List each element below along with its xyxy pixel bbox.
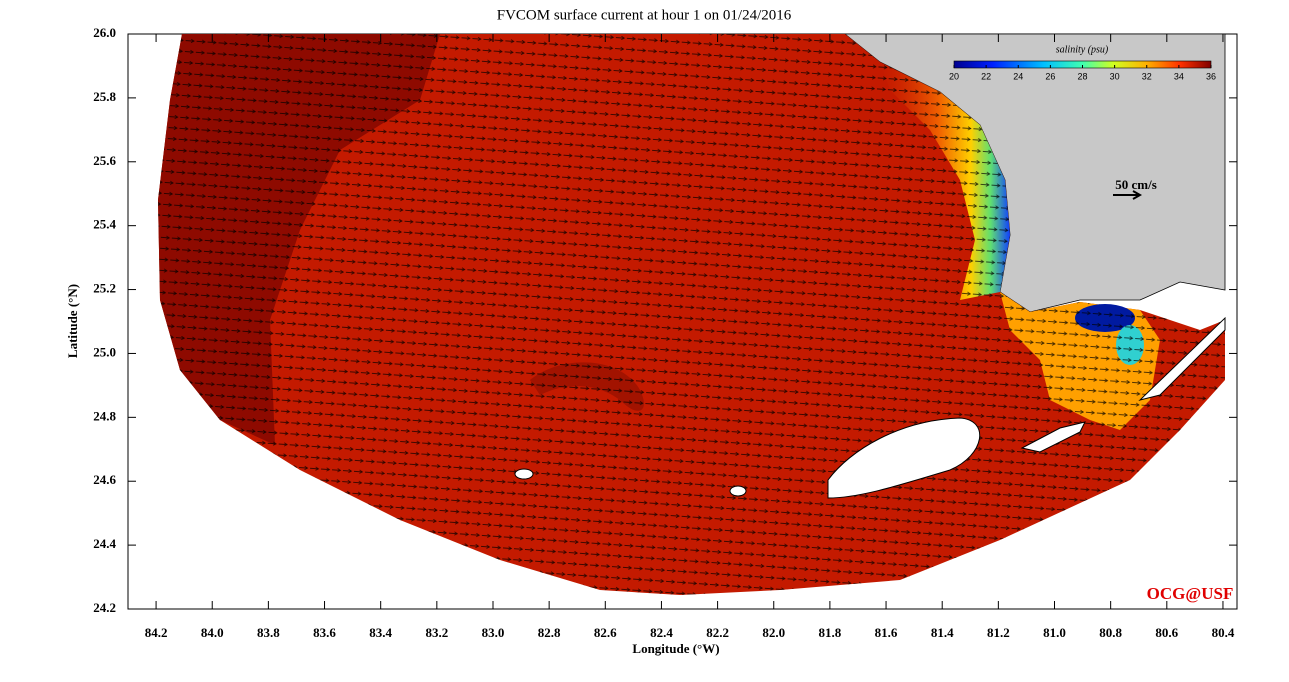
y-tick-label: 24.6 <box>93 472 116 487</box>
y-tick-label: 25.8 <box>93 89 116 104</box>
y-tick-label: 25.2 <box>93 281 116 296</box>
colorbar-tick-label: 36 <box>1206 71 1216 81</box>
x-tick-label: 82.4 <box>650 625 673 640</box>
x-tick-label: 82.0 <box>762 625 785 640</box>
colorbar-tick-label: 28 <box>1077 71 1087 81</box>
x-tick-label: 80.4 <box>1212 625 1235 640</box>
x-tick-label: 83.4 <box>369 625 392 640</box>
y-axis-label: Latitude (°N) <box>65 284 80 358</box>
x-tick-label: 82.2 <box>706 625 729 640</box>
colorbar-label: salinity (psu) <box>1056 44 1109 55</box>
x-tick-label: 82.8 <box>538 625 561 640</box>
scale-arrow <box>1113 190 1143 200</box>
colorbar-tick-label: 30 <box>1110 71 1120 81</box>
y-tick-label: 24.4 <box>93 536 116 551</box>
x-tick-label: 83.0 <box>482 625 505 640</box>
x-tick-label: 83.6 <box>313 625 336 640</box>
island <box>514 468 534 480</box>
credit: OCG@USF <box>1147 584 1234 603</box>
y-tick-label: 25.6 <box>93 153 116 168</box>
y-tick-label: 24.2 <box>93 600 116 615</box>
y-tick-label: 24.8 <box>93 408 116 423</box>
x-tick-label: 81.4 <box>931 625 954 640</box>
x-tick-label: 83.2 <box>425 625 448 640</box>
x-tick-label: 84.0 <box>201 625 224 640</box>
x-tick-label: 80.6 <box>1155 625 1178 640</box>
y-tick-label: 26.0 <box>93 25 116 40</box>
x-tick-label: 82.6 <box>594 625 617 640</box>
chart-title: FVCOM surface current at hour 1 on 01/24… <box>497 7 792 23</box>
island <box>827 417 981 499</box>
island <box>1020 421 1086 453</box>
x-tick-label: 81.8 <box>819 625 842 640</box>
island <box>729 485 747 497</box>
y-tick-label: 25.4 <box>93 217 116 232</box>
x-tick-label: 81.0 <box>1043 625 1066 640</box>
colorbar-tick-label: 32 <box>1142 71 1152 81</box>
colorbar-tick-label: 26 <box>1045 71 1055 81</box>
x-tick-label: 84.2 <box>145 625 168 640</box>
colorbar-tick-label: 34 <box>1174 71 1184 81</box>
colorbar-tick-label: 24 <box>1013 71 1023 81</box>
keys <box>1138 316 1226 401</box>
x-axis-label: Longitude (°W) <box>632 641 719 656</box>
scale-label: 50 cm/s <box>1115 177 1157 192</box>
y-tick-label: 25.0 <box>93 344 116 359</box>
x-tick-label: 83.8 <box>257 625 280 640</box>
colorbar-tick-label: 22 <box>981 71 991 81</box>
x-tick-label: 81.2 <box>987 625 1010 640</box>
x-tick-label: 81.6 <box>875 625 898 640</box>
x-tick-label: 80.8 <box>1099 625 1122 640</box>
colorbar-tick-label: 20 <box>949 71 959 81</box>
